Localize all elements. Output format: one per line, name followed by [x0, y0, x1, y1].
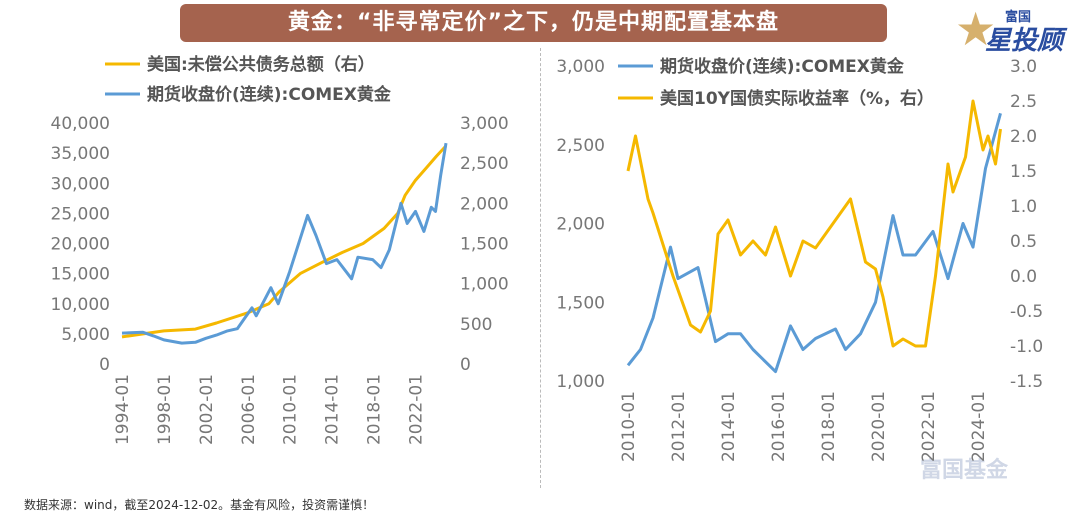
y-right-tick-label: 3.0 [1010, 57, 1037, 77]
star-icon: ★ [955, 2, 997, 56]
y-right-tick-label: 2.5 [1010, 92, 1037, 112]
x-tick-label: 2014-01 [323, 374, 343, 445]
y-right-tick-label: 500 [460, 315, 492, 335]
y-left-tick-label: 1,000 [556, 372, 605, 392]
series-line-gold [121, 144, 448, 339]
x-tick-label: 2010-01 [281, 374, 301, 445]
y-right-tick-label: 3,000 [460, 114, 509, 134]
x-tick-label: 2018-01 [819, 391, 839, 462]
divider [540, 48, 541, 488]
y-right-tick-label: 2,000 [460, 194, 509, 214]
x-tick-label: 1998-01 [155, 374, 175, 445]
x-tick-label: 2016-01 [769, 391, 789, 462]
y-left-tick-label: 30,000 [51, 174, 110, 194]
x-tick-label: 2024-01 [969, 391, 989, 462]
page-title: 黄金：“非寻常定价”之下，仍是中期配置基本盘 [180, 4, 887, 42]
y-left-tick-label: 15,000 [51, 265, 110, 285]
y-right-tick-label: 1,500 [460, 235, 509, 255]
y-left-tick-label: 0 [99, 355, 110, 375]
x-tick-label: 2022-01 [407, 374, 427, 445]
y-right-tick-label: 1.5 [1010, 162, 1037, 182]
y-right-tick-label: 1,000 [460, 275, 509, 295]
y-right-tick-label: 1.0 [1010, 197, 1037, 217]
watermark: 富国基金 [920, 458, 1009, 483]
series-line-blue [626, 112, 1002, 374]
x-tick-label: 2012-01 [669, 391, 689, 462]
y-right-tick-label: 0 [460, 355, 471, 375]
y-left-tick-label: 10,000 [51, 295, 110, 315]
logo: ★ 富国 星投顾 [955, 2, 1065, 56]
x-tick-label: 2020-01 [869, 391, 889, 462]
y-left-tick-label: 2,000 [556, 215, 605, 235]
legend-label: 期货收盘价(连续):COMEX黄金 [660, 56, 905, 77]
footer-note: 数据来源：wind，截至2024-12-02。基金有风险，投资需谨慎！ [24, 498, 375, 512]
logo-line2: 星投顾 [985, 26, 1064, 56]
x-tick-label: 2010-01 [619, 391, 639, 462]
x-tick-label: 2006-01 [239, 374, 259, 445]
y-right-tick-label: 0.0 [1010, 267, 1037, 287]
y-left-tick-label: 2,500 [556, 136, 605, 156]
y-right-tick-label: 2.0 [1010, 127, 1037, 147]
y-left-tick-label: 35,000 [51, 144, 110, 164]
x-tick-label: 2018-01 [365, 374, 385, 445]
x-tick-label: 2014-01 [719, 391, 739, 462]
y-left-tick-label: 40,000 [51, 114, 110, 134]
y-left-tick-label: 5,000 [61, 325, 110, 345]
x-tick-label: 2002-01 [197, 374, 217, 445]
x-tick-label: 1994-01 [113, 374, 133, 445]
y-right-tick-label: 2,500 [460, 154, 509, 174]
y-right-tick-label: 0.5 [1010, 232, 1037, 252]
y-right-tick-label: -1.5 [1010, 372, 1043, 392]
logo-line1: 富国 [1005, 10, 1032, 25]
y-right-tick-label: -0.5 [1010, 302, 1043, 322]
y-right-tick-label: -1.0 [1010, 337, 1043, 357]
y-left-tick-label: 20,000 [51, 235, 110, 255]
legend-label: 期货收盘价(连续):COMEX黄金 [147, 84, 392, 105]
y-left-tick-label: 3,000 [556, 57, 605, 77]
series-line-gold [626, 99, 1002, 348]
legend-label: 美国:未偿公共债务总额（右） [147, 54, 375, 75]
x-tick-label: 2022-01 [919, 391, 939, 462]
y-left-tick-label: 25,000 [51, 204, 110, 224]
legend-label: 美国10Y国债实际收益率（%，右） [660, 88, 934, 109]
series-line-blue [121, 142, 448, 345]
y-left-tick-label: 1,500 [556, 293, 605, 313]
